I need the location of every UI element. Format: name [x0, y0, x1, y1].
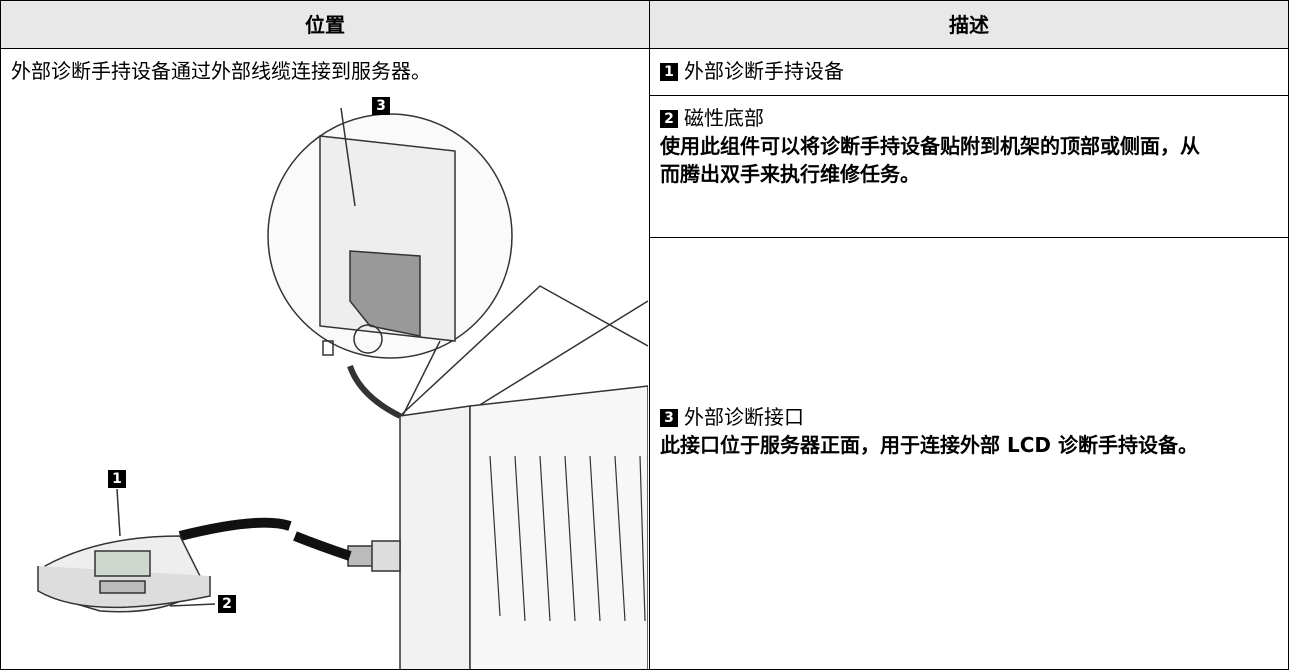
callout: 3	[372, 97, 390, 115]
header-cell: 描述	[649, 0, 1289, 49]
header-cell: 位置	[0, 0, 650, 49]
badge: 1	[660, 63, 678, 81]
item-description: 使用此组件可以将诊断手持设备贴附到机架的顶部或侧面，从而腾出双手来执行维修任务。	[660, 134, 1200, 186]
location-text: 外部诊断手持设备通过外部线缆连接到服务器。	[11, 59, 431, 83]
item-title: 磁性底部	[684, 106, 764, 130]
item-title: 外部诊断接口	[684, 405, 804, 429]
callout: 1	[108, 470, 126, 488]
illustration	[37, 107, 648, 669]
badge: 2	[660, 110, 678, 128]
item-title: 外部诊断手持设备	[684, 59, 844, 83]
callout: 2	[218, 595, 236, 613]
item-cell: 1 外部诊断手持设备	[649, 48, 1289, 96]
item-description: 此接口位于服务器正面，用于连接外部 LCD 诊断手持设备。	[660, 433, 1198, 457]
item-cell: 3 外部诊断接口此接口位于服务器正面，用于连接外部 LCD 诊断手持设备。	[649, 237, 1289, 670]
badge: 3	[660, 409, 678, 427]
item-cell: 2 磁性底部使用此组件可以将诊断手持设备贴附到机架的顶部或侧面，从而腾出双手来执行…	[649, 95, 1289, 238]
